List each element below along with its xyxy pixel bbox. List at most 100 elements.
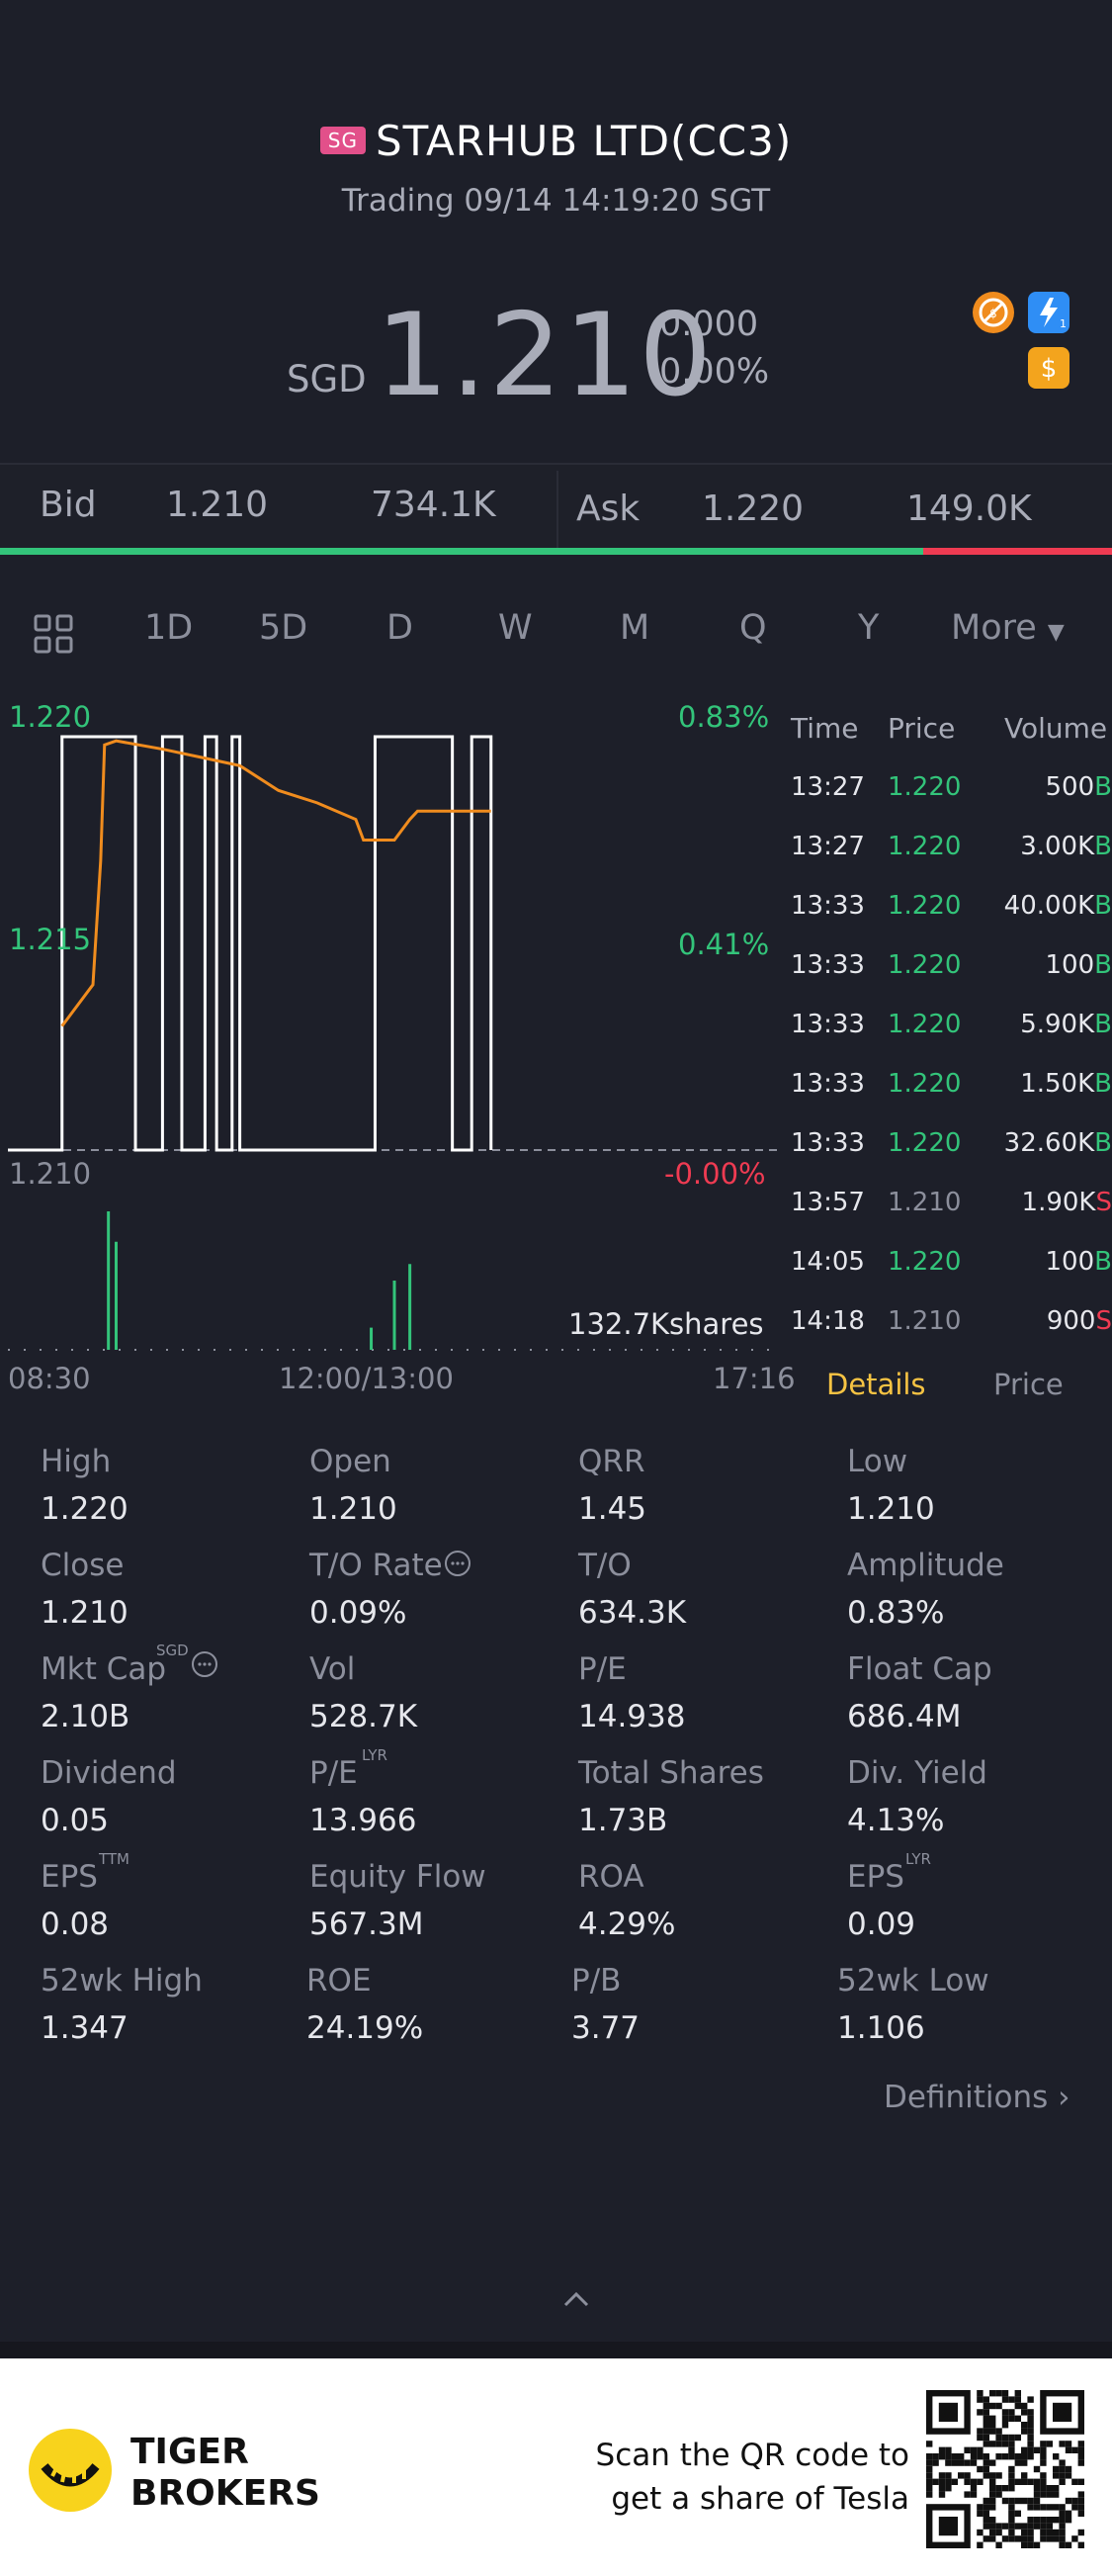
qr-module (995, 2390, 1002, 2397)
qr-module (989, 2428, 996, 2435)
x-label-lunch: 12:00/13:00 (279, 1362, 454, 1395)
trade-volume-value: 32.60K (1003, 1128, 1095, 1158)
qr-module (1021, 2472, 1028, 2479)
brand-line-1: TIGER (130, 2432, 249, 2472)
qr-module (1059, 2517, 1066, 2524)
stat-eps-ttm-tag: TTM (99, 1850, 130, 1868)
qr-module (1046, 2441, 1053, 2447)
no-short-icon[interactable]: $ (973, 292, 1014, 333)
definitions-label: Definitions (884, 2080, 1049, 2115)
tab-w[interactable]: W (498, 608, 533, 648)
qr-module (1033, 2446, 1041, 2453)
qr-module (1008, 2504, 1015, 2511)
stat-roa-label: ROA (578, 1859, 644, 1895)
stat-total-shares-label: Total Shares (578, 1755, 764, 1791)
tab-d[interactable]: D (386, 608, 413, 648)
qr-module (983, 2459, 989, 2466)
stat-div-yield-label: Div. Yield (847, 1755, 987, 1791)
qr-module (995, 2472, 1002, 2479)
tab-y[interactable]: Y (858, 608, 880, 648)
qr-module (1001, 2415, 1009, 2422)
qr-module (1008, 2517, 1015, 2524)
trade-price: 1.220 (888, 1247, 962, 1277)
trade-time: 13:33 (791, 1010, 865, 1039)
qr-module (1021, 2529, 1028, 2536)
trade-row: 14:18 1.210 900S (781, 1292, 1112, 1352)
qr-module (1071, 2478, 1078, 2485)
stat-mktcap-value: 2.10B (41, 1699, 130, 1734)
footer-divider (0, 2342, 1112, 2358)
qr-module (1046, 2517, 1053, 2524)
qr-module (951, 2453, 958, 2460)
stat-mktcap-currency: SGD (156, 1642, 189, 1659)
tab-1d[interactable]: 1D (144, 608, 194, 648)
qr-module (1027, 2517, 1034, 2524)
trade-volume-value: 100 (1045, 950, 1095, 980)
qr-module (983, 2497, 989, 2505)
tab-5d[interactable]: 5D (259, 608, 308, 648)
tab-price[interactable]: Price (993, 1368, 1064, 1401)
intraday-chart[interactable]: 1.220 1.215 1.210 0.83% 0.41% -0.00% 132… (0, 697, 796, 1395)
qr-module (1077, 2504, 1084, 2511)
trade-volume: 100B (1046, 1247, 1112, 1277)
bid-label: Bid (40, 485, 97, 525)
stat-52wk-low-value: 1.106 (837, 2010, 925, 2046)
definitions-link[interactable]: Definitions › (884, 2080, 1070, 2115)
trade-volume: 100B (1046, 950, 1112, 980)
qr-module (989, 2485, 996, 2492)
qr-module (1077, 2510, 1084, 2517)
trading-status: Trading 09/14 14:19:20 SGT (341, 183, 771, 219)
more-info-icon[interactable] (191, 1650, 218, 1682)
qr-module (1001, 2441, 1009, 2447)
qr-code[interactable] (926, 2390, 1084, 2548)
lightning-level1-icon[interactable]: 1 (1028, 292, 1069, 333)
market-badge: SG (319, 127, 366, 154)
stat-mktcap-label: Mkt Cap (41, 1651, 167, 1687)
qr-module (983, 2409, 989, 2416)
qr-module (977, 2541, 984, 2548)
tab-q[interactable]: Q (739, 608, 767, 648)
tab-details[interactable]: Details (826, 1368, 926, 1401)
trade-volume: 500B (1046, 772, 1112, 802)
qr-module (1008, 2415, 1015, 2422)
qr-module (1040, 2504, 1047, 2511)
qr-module (1059, 2523, 1066, 2530)
pct-label-low: -0.00% (664, 1157, 766, 1191)
qr-module (1021, 2497, 1028, 2505)
qr-module (970, 2485, 978, 2492)
chevron-up-icon[interactable] (561, 2289, 591, 2313)
qr-module (983, 2465, 989, 2473)
tab-m[interactable]: M (620, 608, 650, 648)
tab-more[interactable]: More ▼ (951, 608, 1065, 648)
trade-volume: 32.60KB (1004, 1128, 1112, 1158)
dollar-icon[interactable]: $ (1028, 347, 1069, 389)
more-info-icon[interactable] (444, 1550, 471, 1581)
qr-module (1008, 2453, 1015, 2460)
stat-pe-lyr-label: P/E (309, 1755, 358, 1791)
qr-module (1053, 2485, 1060, 2492)
grid-layout-icon[interactable] (33, 613, 74, 659)
trade-row: 14:05 1.220 100B (781, 1233, 1112, 1292)
qr-module (1008, 2497, 1015, 2505)
qr-module (1027, 2529, 1034, 2536)
qr-module (970, 2459, 978, 2466)
trade-volume-value: 100 (1045, 1247, 1095, 1277)
qr-module (1053, 2529, 1060, 2536)
qr-module (995, 2402, 1002, 2410)
chevron-right-icon: › (1058, 2080, 1070, 2115)
svg-text:$: $ (989, 307, 997, 320)
last-price: 1.210 (376, 289, 715, 422)
qr-module (938, 2472, 946, 2479)
qr-module (1040, 2478, 1047, 2485)
qr-module (983, 2402, 989, 2410)
trade-row: 13:27 1.220 500B (781, 758, 1112, 818)
period-tabs: 1D 5D D W M Q Y More ▼ (0, 608, 1112, 663)
stat-amplitude-value: 0.83% (847, 1595, 945, 1631)
qr-module (1053, 2465, 1060, 2473)
qr-module (945, 2485, 952, 2492)
qr-module (1040, 2459, 1047, 2466)
qr-module (926, 2453, 933, 2460)
qr-module (1077, 2541, 1084, 2548)
qr-module (977, 2504, 984, 2511)
qr-module (989, 2491, 996, 2498)
